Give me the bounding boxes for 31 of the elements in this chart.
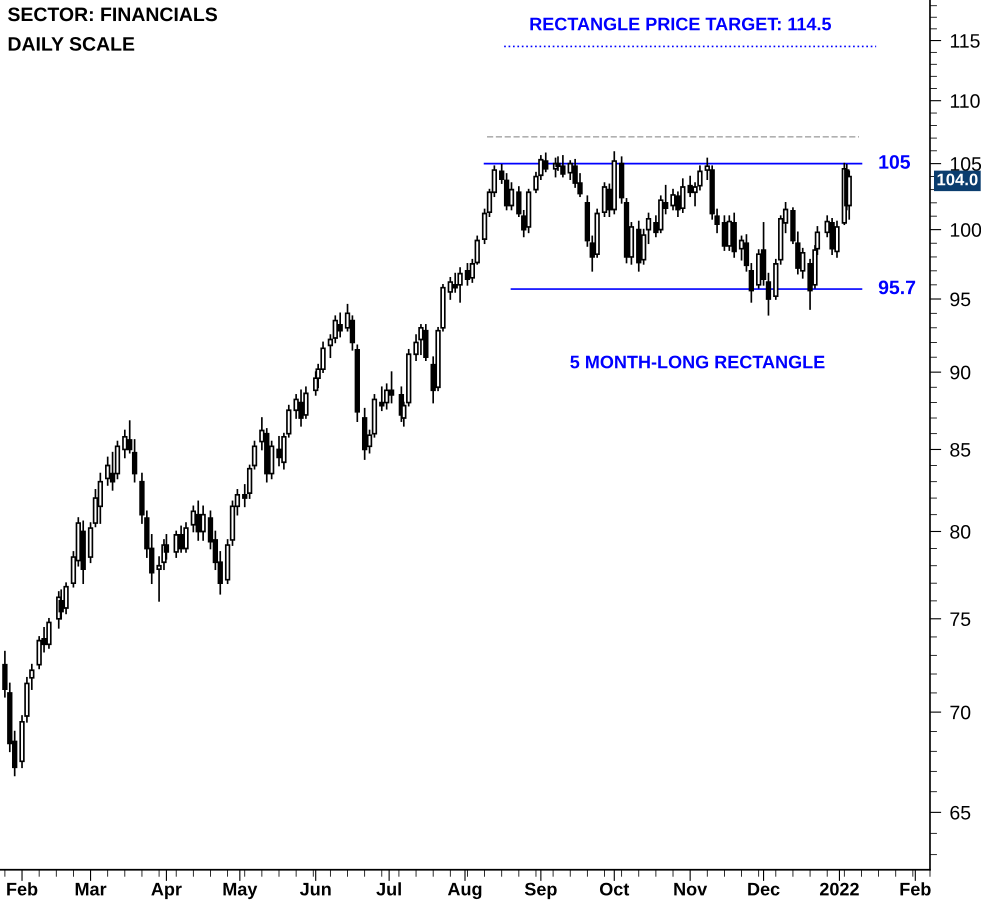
x-tick-label: Dec (748, 882, 780, 896)
x-tick-label: Jun (300, 882, 331, 896)
chart-title: SECTOR: FINANCIALS (8, 7, 217, 22)
y-tick-label: 110 (950, 94, 980, 108)
x-tick-label: Mar (76, 882, 106, 896)
x-tick-label: Jul (376, 882, 401, 896)
y-tick-label: 65 (950, 806, 970, 820)
series-label: 95.7 (878, 280, 916, 294)
annotation: RECTANGLE PRICE TARGET: 114.5 (530, 18, 832, 30)
y-tick-label: 115 (950, 34, 980, 48)
x-tick-label: 2022 (820, 882, 859, 896)
y-tick-label: 70 (950, 706, 970, 720)
y-tick-label: 105 (950, 157, 981, 171)
x-tick-label: Nov (674, 882, 708, 896)
y-tick-label: 75 (950, 612, 970, 626)
x-tick-label: Feb (900, 882, 931, 896)
y-tick-label: 90 (950, 366, 970, 380)
y-tick-label: 100 (950, 223, 981, 237)
x-tick-label: Apr (151, 882, 182, 900)
x-tick-label: Sep (524, 882, 557, 900)
text: 104.0 (938, 174, 978, 186)
x-tick-label: Oct (600, 882, 630, 896)
text: DAILY SCALE (8, 37, 134, 51)
y-tick-label: 85 (950, 442, 970, 457)
x-tick-label: Feb (7, 882, 38, 896)
annotation: 5 MONTH-LONG RECTANGLE (570, 356, 825, 368)
x-tick-label: Aug (448, 882, 482, 900)
y-tick-label: 95 (950, 292, 970, 306)
y-tick-label: 80 (950, 524, 970, 539)
series-label: 105 (879, 155, 910, 169)
x-tick-label: May (223, 882, 258, 900)
